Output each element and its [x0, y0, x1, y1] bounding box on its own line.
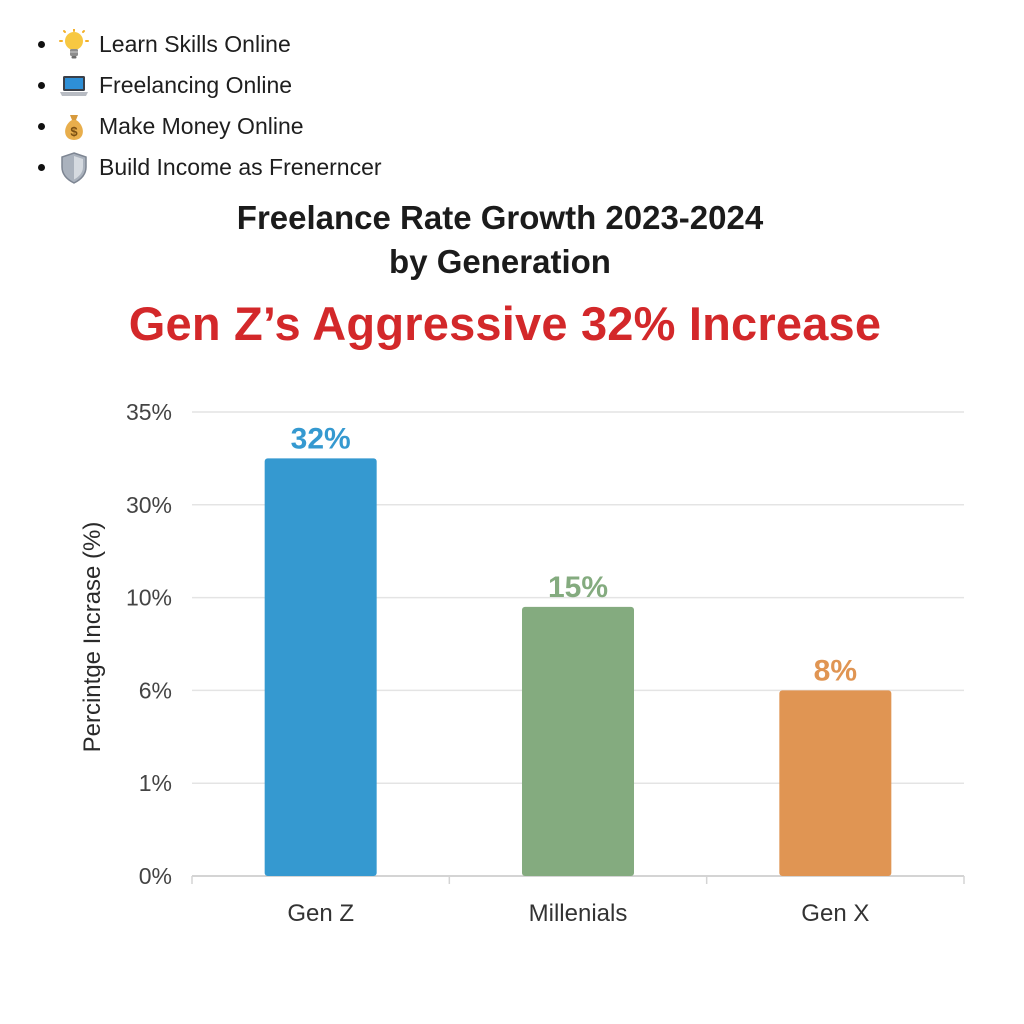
bullet-dot: [38, 123, 45, 130]
lightbulb-icon: [57, 28, 91, 62]
x-tick-label: Gen X: [801, 900, 869, 927]
chart-title: Freelance Rate Growth 2023-2024 by Gener…: [236, 199, 764, 280]
x-axis-tick-labels: Gen Z Millenials Gen X: [287, 900, 869, 927]
bullet-list: Learn Skills Online Freelancing Online $: [38, 24, 382, 188]
chart-subtitle: Gen Z’s Aggressive 32% Increase: [128, 297, 882, 350]
bullet-dot: [38, 41, 45, 48]
bullet-item: Build Income as Frenerncer: [38, 147, 382, 188]
shield-icon: [57, 151, 91, 185]
value-label: 32%: [291, 422, 351, 455]
bar-millenials: [522, 606, 634, 876]
bullet-dot: [38, 82, 45, 89]
laptop-icon: [57, 69, 91, 103]
value-label: 15%: [548, 571, 608, 604]
svg-text:$: $: [70, 124, 78, 139]
y-axis-title: Percintge Incrase (%): [79, 522, 106, 753]
y-tick-label: 6%: [139, 677, 172, 703]
bar-gen-z: [264, 458, 377, 876]
y-tick-label: 10%: [126, 585, 172, 611]
bars: [264, 458, 892, 876]
bullet-label: Freelancing Online: [99, 72, 293, 98]
y-tick-label: 0%: [139, 863, 172, 889]
bullet-label: Learn Skills Online: [99, 31, 291, 57]
y-tick-label: 30%: [126, 492, 172, 518]
bullet-label: Build Income as Frenerncer: [99, 154, 382, 180]
bullet-item: Learn Skills Online: [38, 24, 382, 65]
bullet-item: $ Make Money Online: [38, 106, 382, 147]
x-tick-label: Gen Z: [287, 900, 354, 927]
y-axis-ticks: 0% 1% 6% 10% 30% 35%: [126, 399, 172, 889]
bullet-dot: [38, 164, 45, 171]
bullet-item: Freelancing Online: [38, 65, 382, 106]
bar-gen-x: [779, 690, 892, 876]
y-tick-label: 1%: [139, 770, 172, 796]
value-label: 8%: [814, 654, 857, 687]
x-tick-label: Millenials: [529, 900, 628, 927]
y-tick-label: 35%: [126, 399, 172, 425]
bullet-label: Make Money Online: [99, 113, 304, 139]
money-bag-icon: $: [57, 110, 91, 144]
x-axis-tick-marks: [191, 876, 965, 884]
value-labels: 32% 15% 8%: [291, 422, 857, 687]
